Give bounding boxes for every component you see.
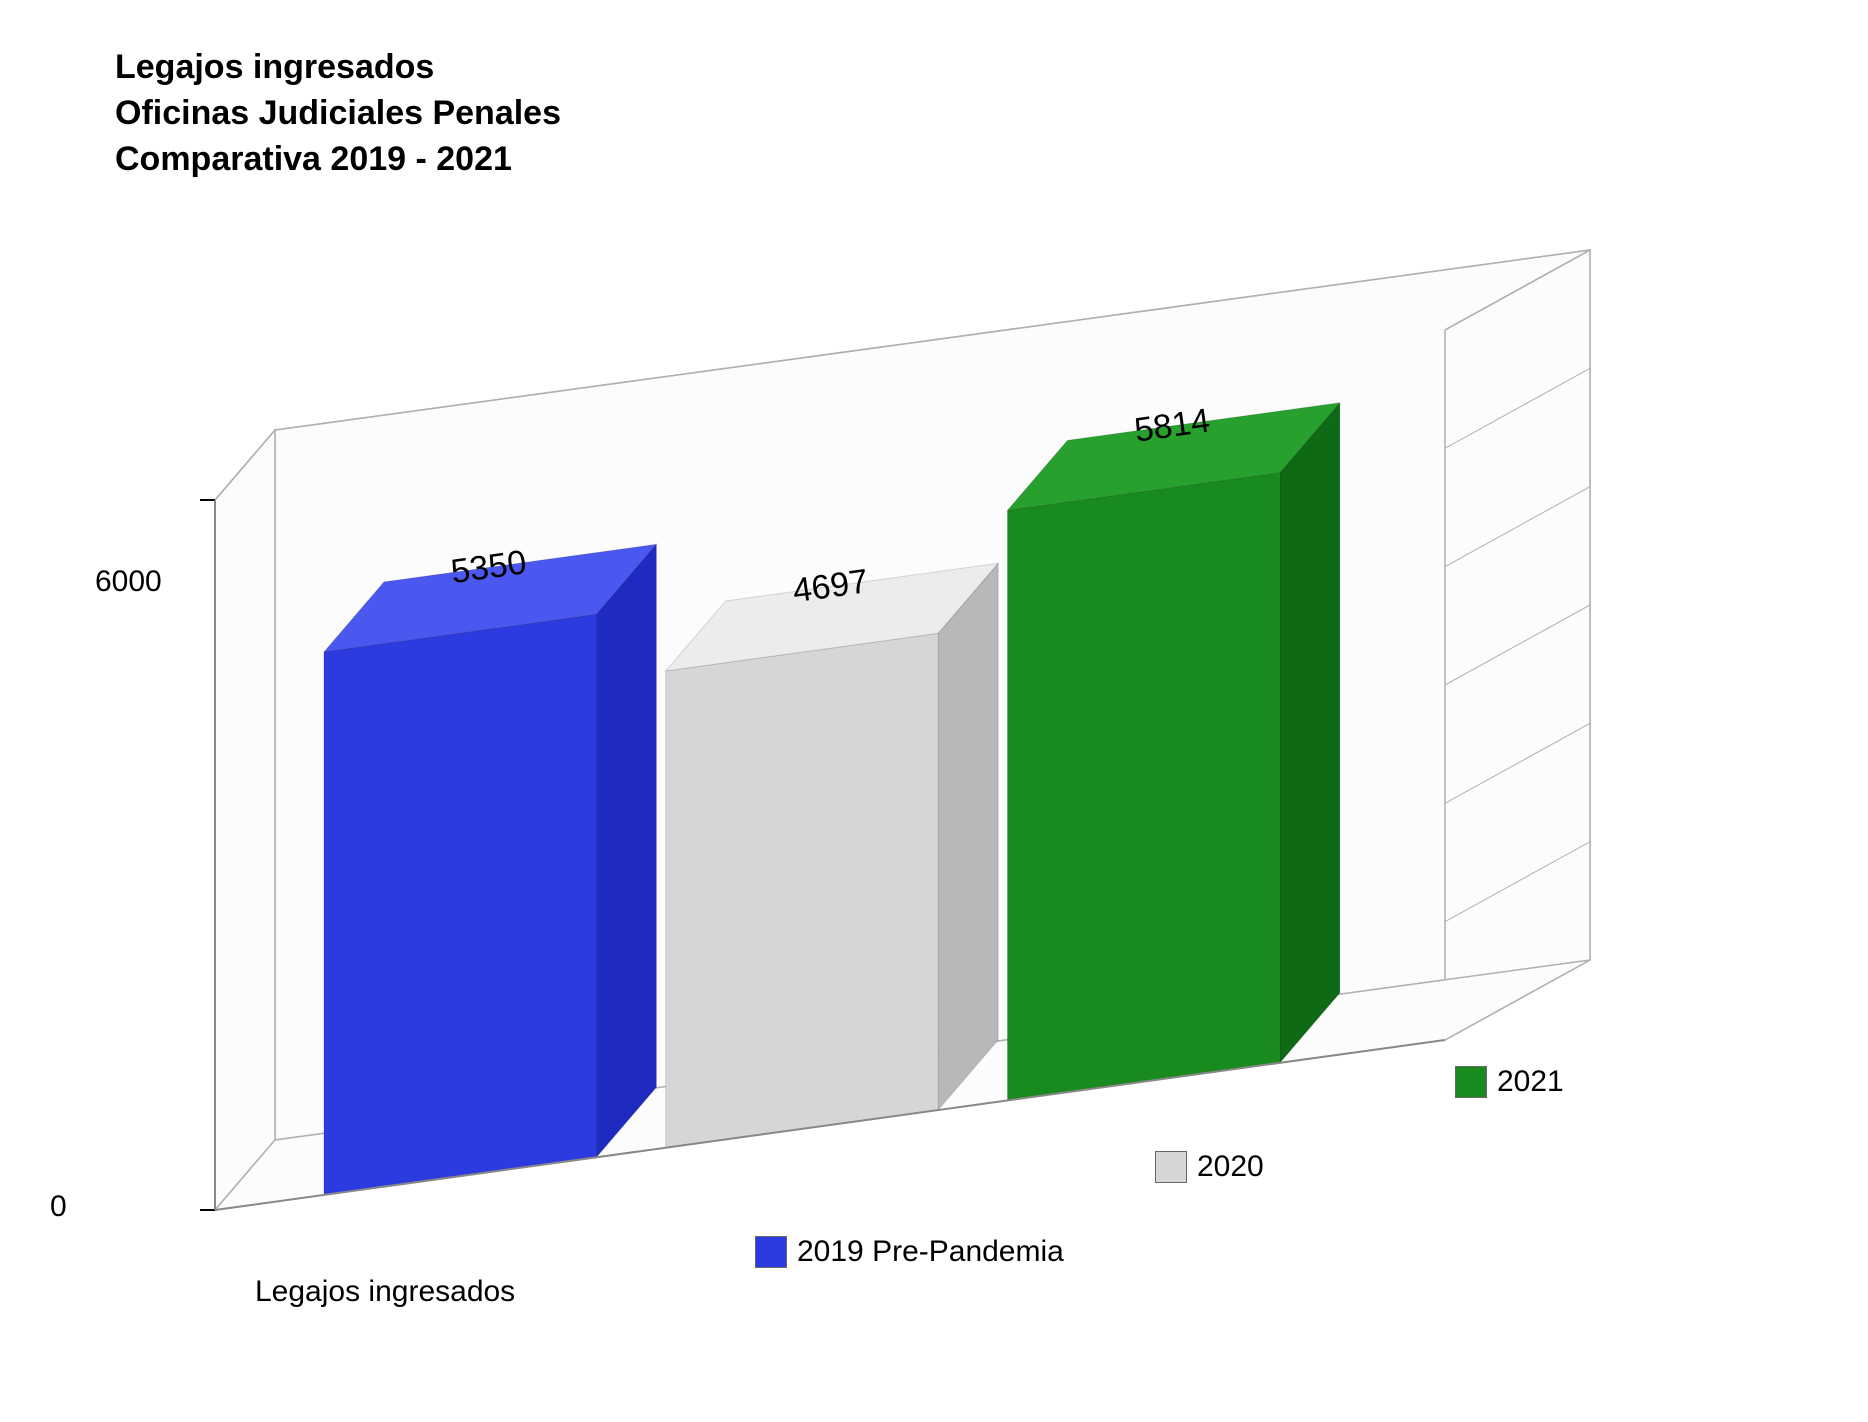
y-tick-0: 0 — [50, 1190, 67, 1224]
legend-item-2021: 2021 — [1455, 1065, 1564, 1099]
legend-swatch-2020 — [1155, 1151, 1187, 1183]
y-tick-6000: 6000 — [95, 565, 162, 599]
legend-label-2021: 2021 — [1497, 1065, 1564, 1099]
legend-item-2020: 2020 — [1155, 1150, 1264, 1184]
legend-item-2019: 2019 Pre-Pandemia — [755, 1235, 1064, 1269]
legend-swatch-2021 — [1455, 1066, 1487, 1098]
legend-label-2020: 2020 — [1197, 1150, 1264, 1184]
legend-label-2019: 2019 Pre-Pandemia — [797, 1235, 1064, 1269]
x-axis-label: Legajos ingresados — [255, 1275, 515, 1309]
bar-chart-3d: 535046975814 — [0, 0, 1868, 1422]
legend-swatch-2019 — [755, 1236, 787, 1268]
